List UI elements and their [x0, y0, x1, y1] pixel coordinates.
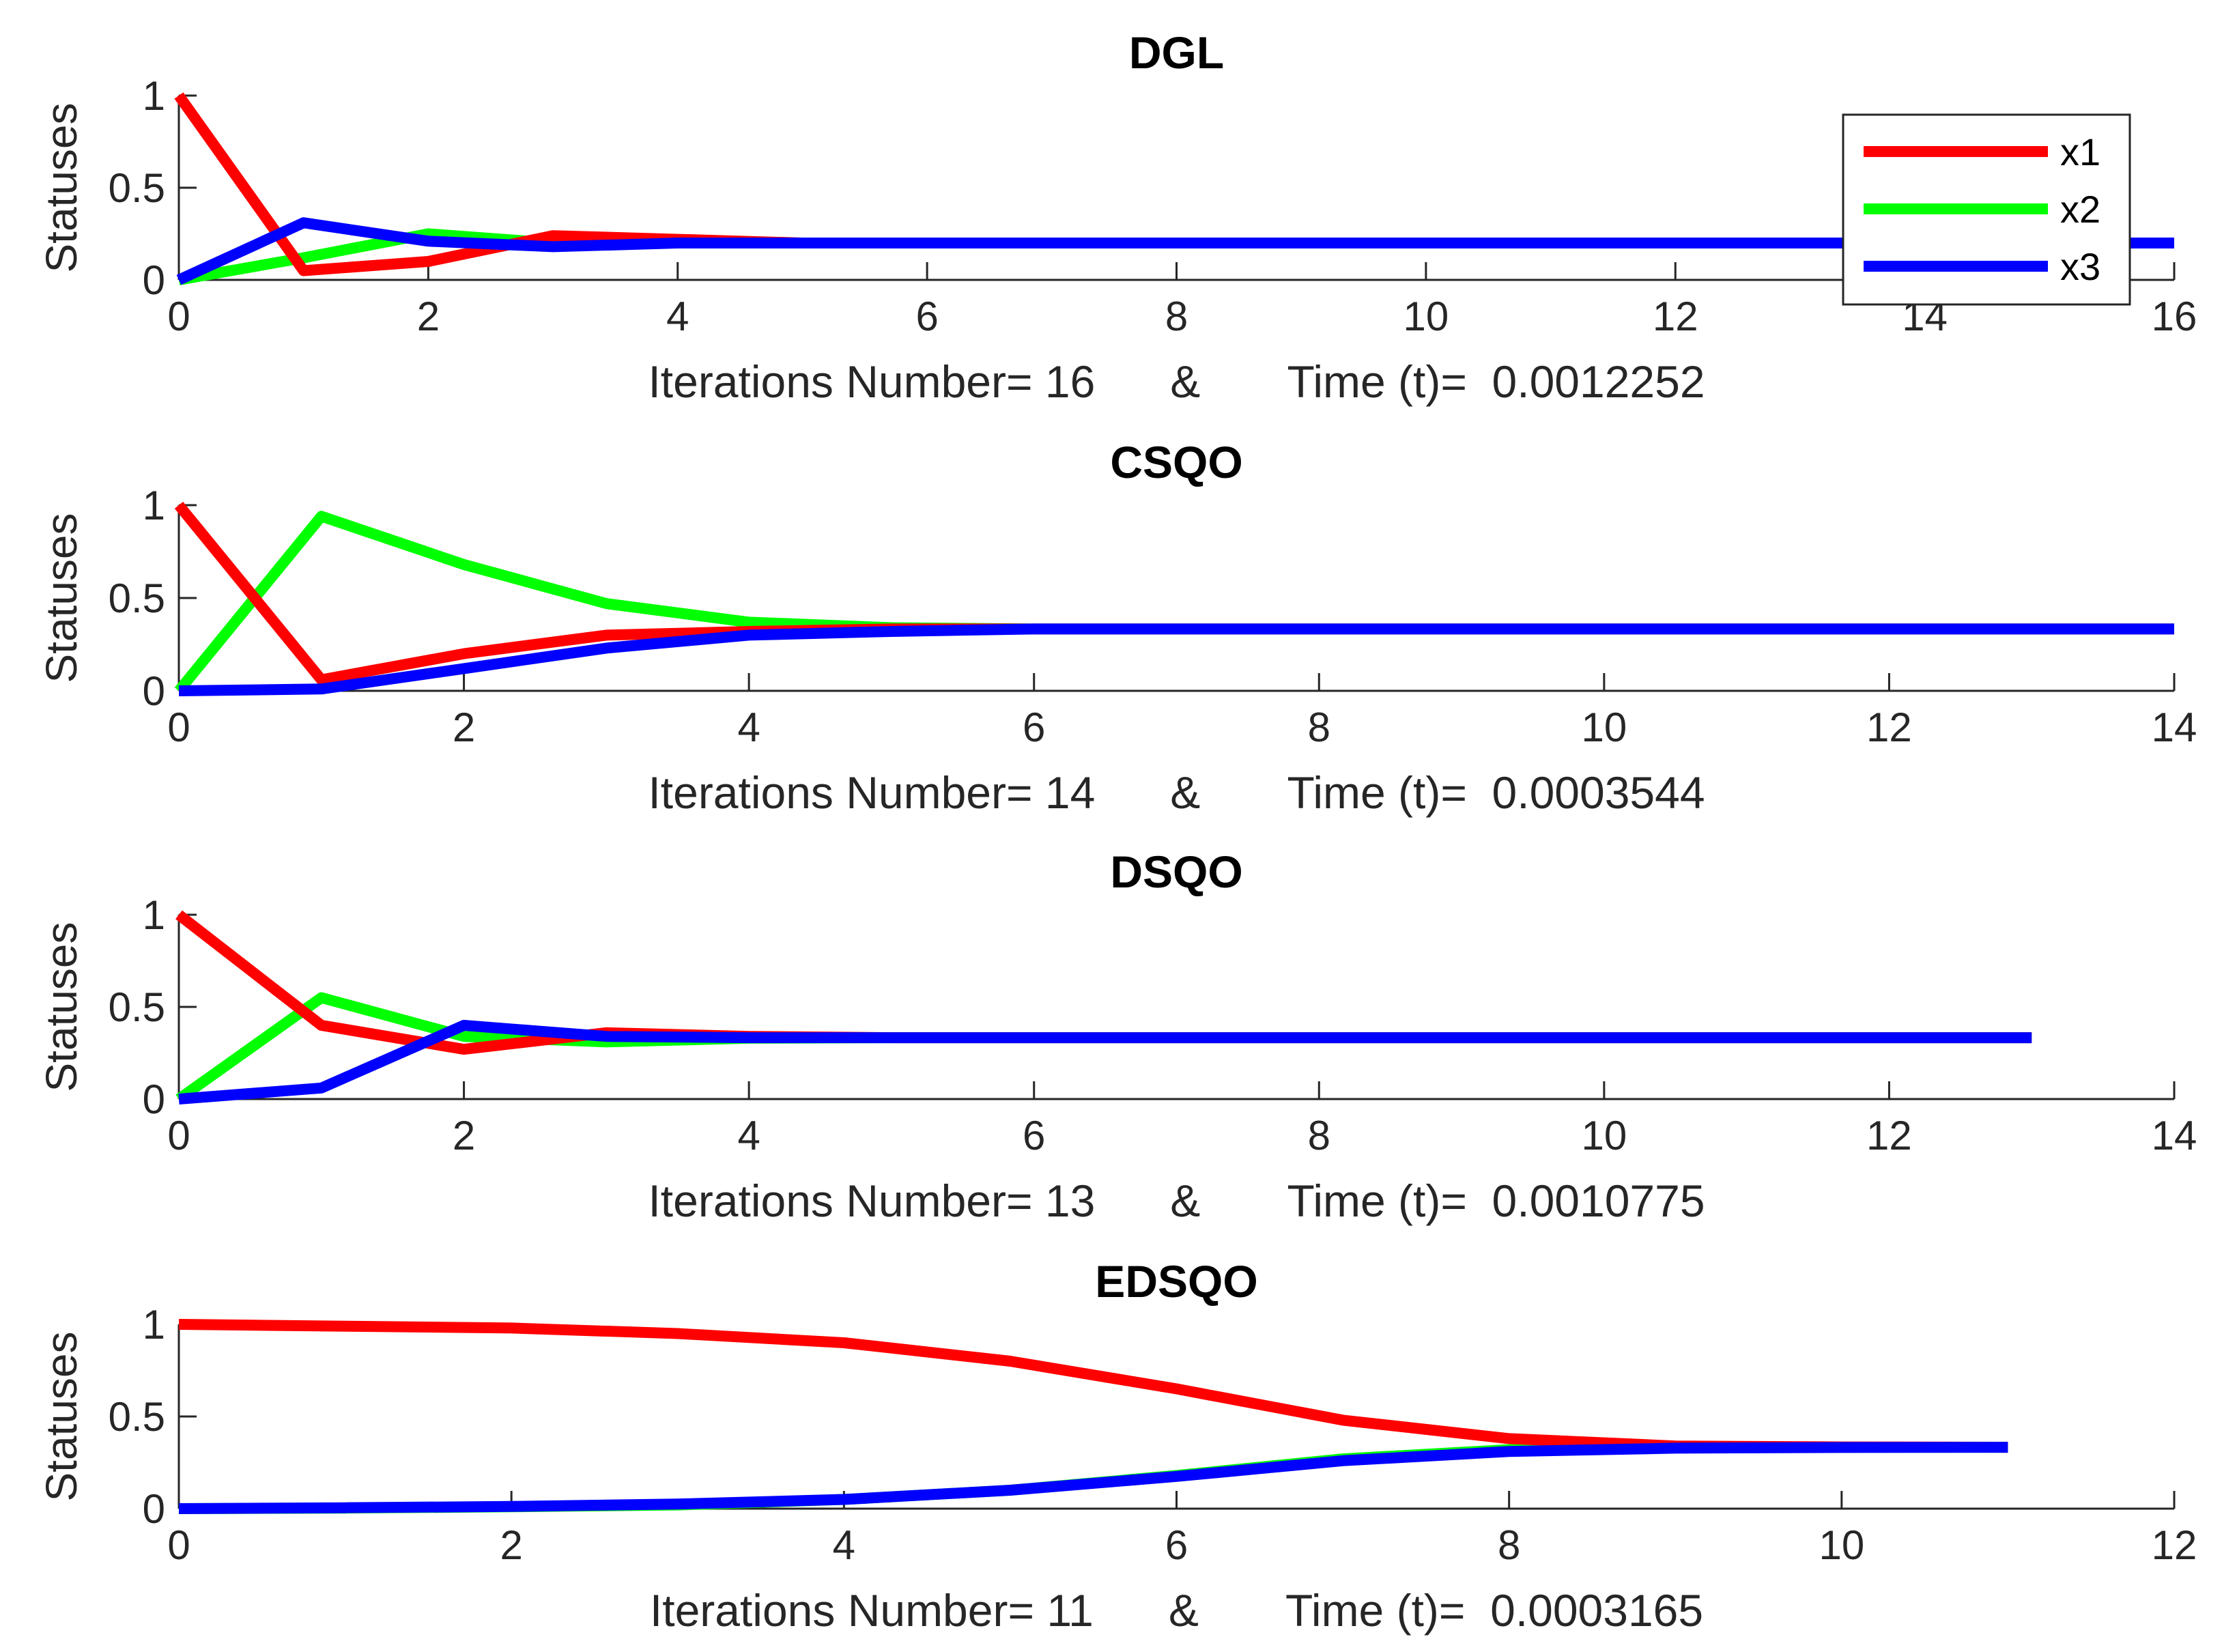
x-tick-label: 6 — [1023, 1113, 1045, 1158]
x-tick-label: 4 — [737, 1113, 760, 1158]
chart-panel-dsqo: 0 2 4 6 8 10 12 14 0 0.5 1 DSQO Statuses Iterations N… — [37, 846, 2197, 1226]
x-tick-label: 2 — [500, 1522, 522, 1568]
y-axis-label: Statuses — [37, 513, 86, 683]
x-tick-label: 14 — [2152, 704, 2197, 750]
legend-label-x2: x2 — [2060, 188, 2100, 231]
x-tick-label: 12 — [2152, 1522, 2197, 1568]
series-line-x1 — [178, 1319, 2008, 1453]
x-tick-label: 2 — [417, 294, 440, 339]
x-tick-label: 0 — [167, 1522, 190, 1568]
y-tick-label: 1 — [143, 483, 165, 528]
y-axis-label: Statuses — [37, 102, 86, 272]
legend-label-x1: x1 — [2060, 130, 2100, 173]
series-line-x3 — [176, 217, 2174, 285]
x-tick-label: 12 — [1653, 294, 1698, 339]
x-tick-label: 10 — [1581, 1113, 1627, 1158]
x-tick-label: 8 — [1308, 1113, 1330, 1158]
legend: x1 x2 x3 — [1842, 113, 2131, 306]
x-tick-label: 10 — [1404, 294, 1449, 339]
y-tick-label: 1 — [143, 892, 165, 938]
x-axis-label: Iterations Number= 14 & Time (t)= 0.0003… — [648, 767, 1705, 818]
x-tick-label: 0 — [167, 1113, 190, 1158]
x-axis-label: Iterations Number= 16 & Time (t)= 0.0012… — [648, 356, 1705, 407]
x-tick-label: 8 — [1498, 1522, 1520, 1568]
chart-panel-dgl: 0 2 4 6 8 10 12 14 1600.51DGLStatusesIterations … — [37, 27, 2197, 407]
x-tick-label: 6 — [915, 294, 938, 339]
x-tick-label: 6 — [1023, 704, 1045, 750]
x-tick-label: 10 — [1819, 1522, 1864, 1568]
x-tick-label: 16 — [2152, 294, 2197, 339]
y-tick-label: 1 — [143, 1302, 165, 1348]
x-tick-label: 0 — [167, 294, 190, 339]
x-tick-label: 4 — [737, 704, 760, 750]
series-line-x3 — [178, 1020, 2032, 1105]
y-tick-label: 0 — [143, 257, 165, 303]
chart-panel-csqo: 0 2 4 6 8 10 12 14 0 0.5 1 CSQO Statuses Iterations N… — [37, 437, 2197, 818]
chart-panel-edsqo: 0 2 4 6 8 10 12 0 0.5 1 EDSQO Statuses Iterations Nu… — [37, 1256, 2197, 1636]
y-tick-label: 0.5 — [109, 984, 165, 1030]
y-tick-label: 1 — [143, 73, 165, 119]
x-tick-label: 10 — [1581, 704, 1627, 750]
y-tick-label: 0 — [143, 668, 165, 714]
chart-title: CSQO — [1110, 437, 1242, 487]
series-line-x3 — [178, 1442, 2008, 1514]
chart-title: DSQO — [1110, 846, 1242, 897]
x-tick-label: 4 — [666, 294, 689, 339]
x-axis-label: Iterations Number= 13 & Time (t)= 0.0010… — [648, 1176, 1705, 1226]
y-tick-label: 0.5 — [109, 575, 165, 621]
x-tick-label: 0 — [167, 704, 190, 750]
x-tick-label: 12 — [1866, 1113, 1912, 1158]
x-axis-label: Iterations Number= 11 & Time (t)= 0.0003… — [650, 1585, 1703, 1636]
legend-label-x3: x3 — [2060, 245, 2100, 288]
y-axis-label: Statuses — [37, 922, 86, 1092]
series-line-x3 — [178, 623, 2174, 696]
x-tick-label: 2 — [453, 1113, 475, 1158]
chart-title: DGL — [1129, 27, 1224, 78]
y-tick-label: 0.5 — [109, 165, 165, 211]
x-tick-label: 2 — [453, 704, 475, 750]
x-tick-label: 8 — [1165, 294, 1188, 339]
x-tick-label: 4 — [833, 1522, 855, 1568]
x-tick-label: 8 — [1308, 704, 1330, 750]
y-axis-label: Statuses — [37, 1331, 86, 1501]
y-tick-label: 0 — [143, 1077, 165, 1122]
chart-title: EDSQO — [1095, 1256, 1257, 1307]
x-tick-label: 14 — [2152, 1113, 2197, 1158]
x-tick-label: 6 — [1165, 1522, 1188, 1568]
series-line-x1 — [174, 501, 2174, 685]
y-tick-label: 0 — [143, 1486, 165, 1532]
x-tick-label: 12 — [1866, 704, 1912, 750]
y-tick-label: 0.5 — [109, 1394, 165, 1440]
